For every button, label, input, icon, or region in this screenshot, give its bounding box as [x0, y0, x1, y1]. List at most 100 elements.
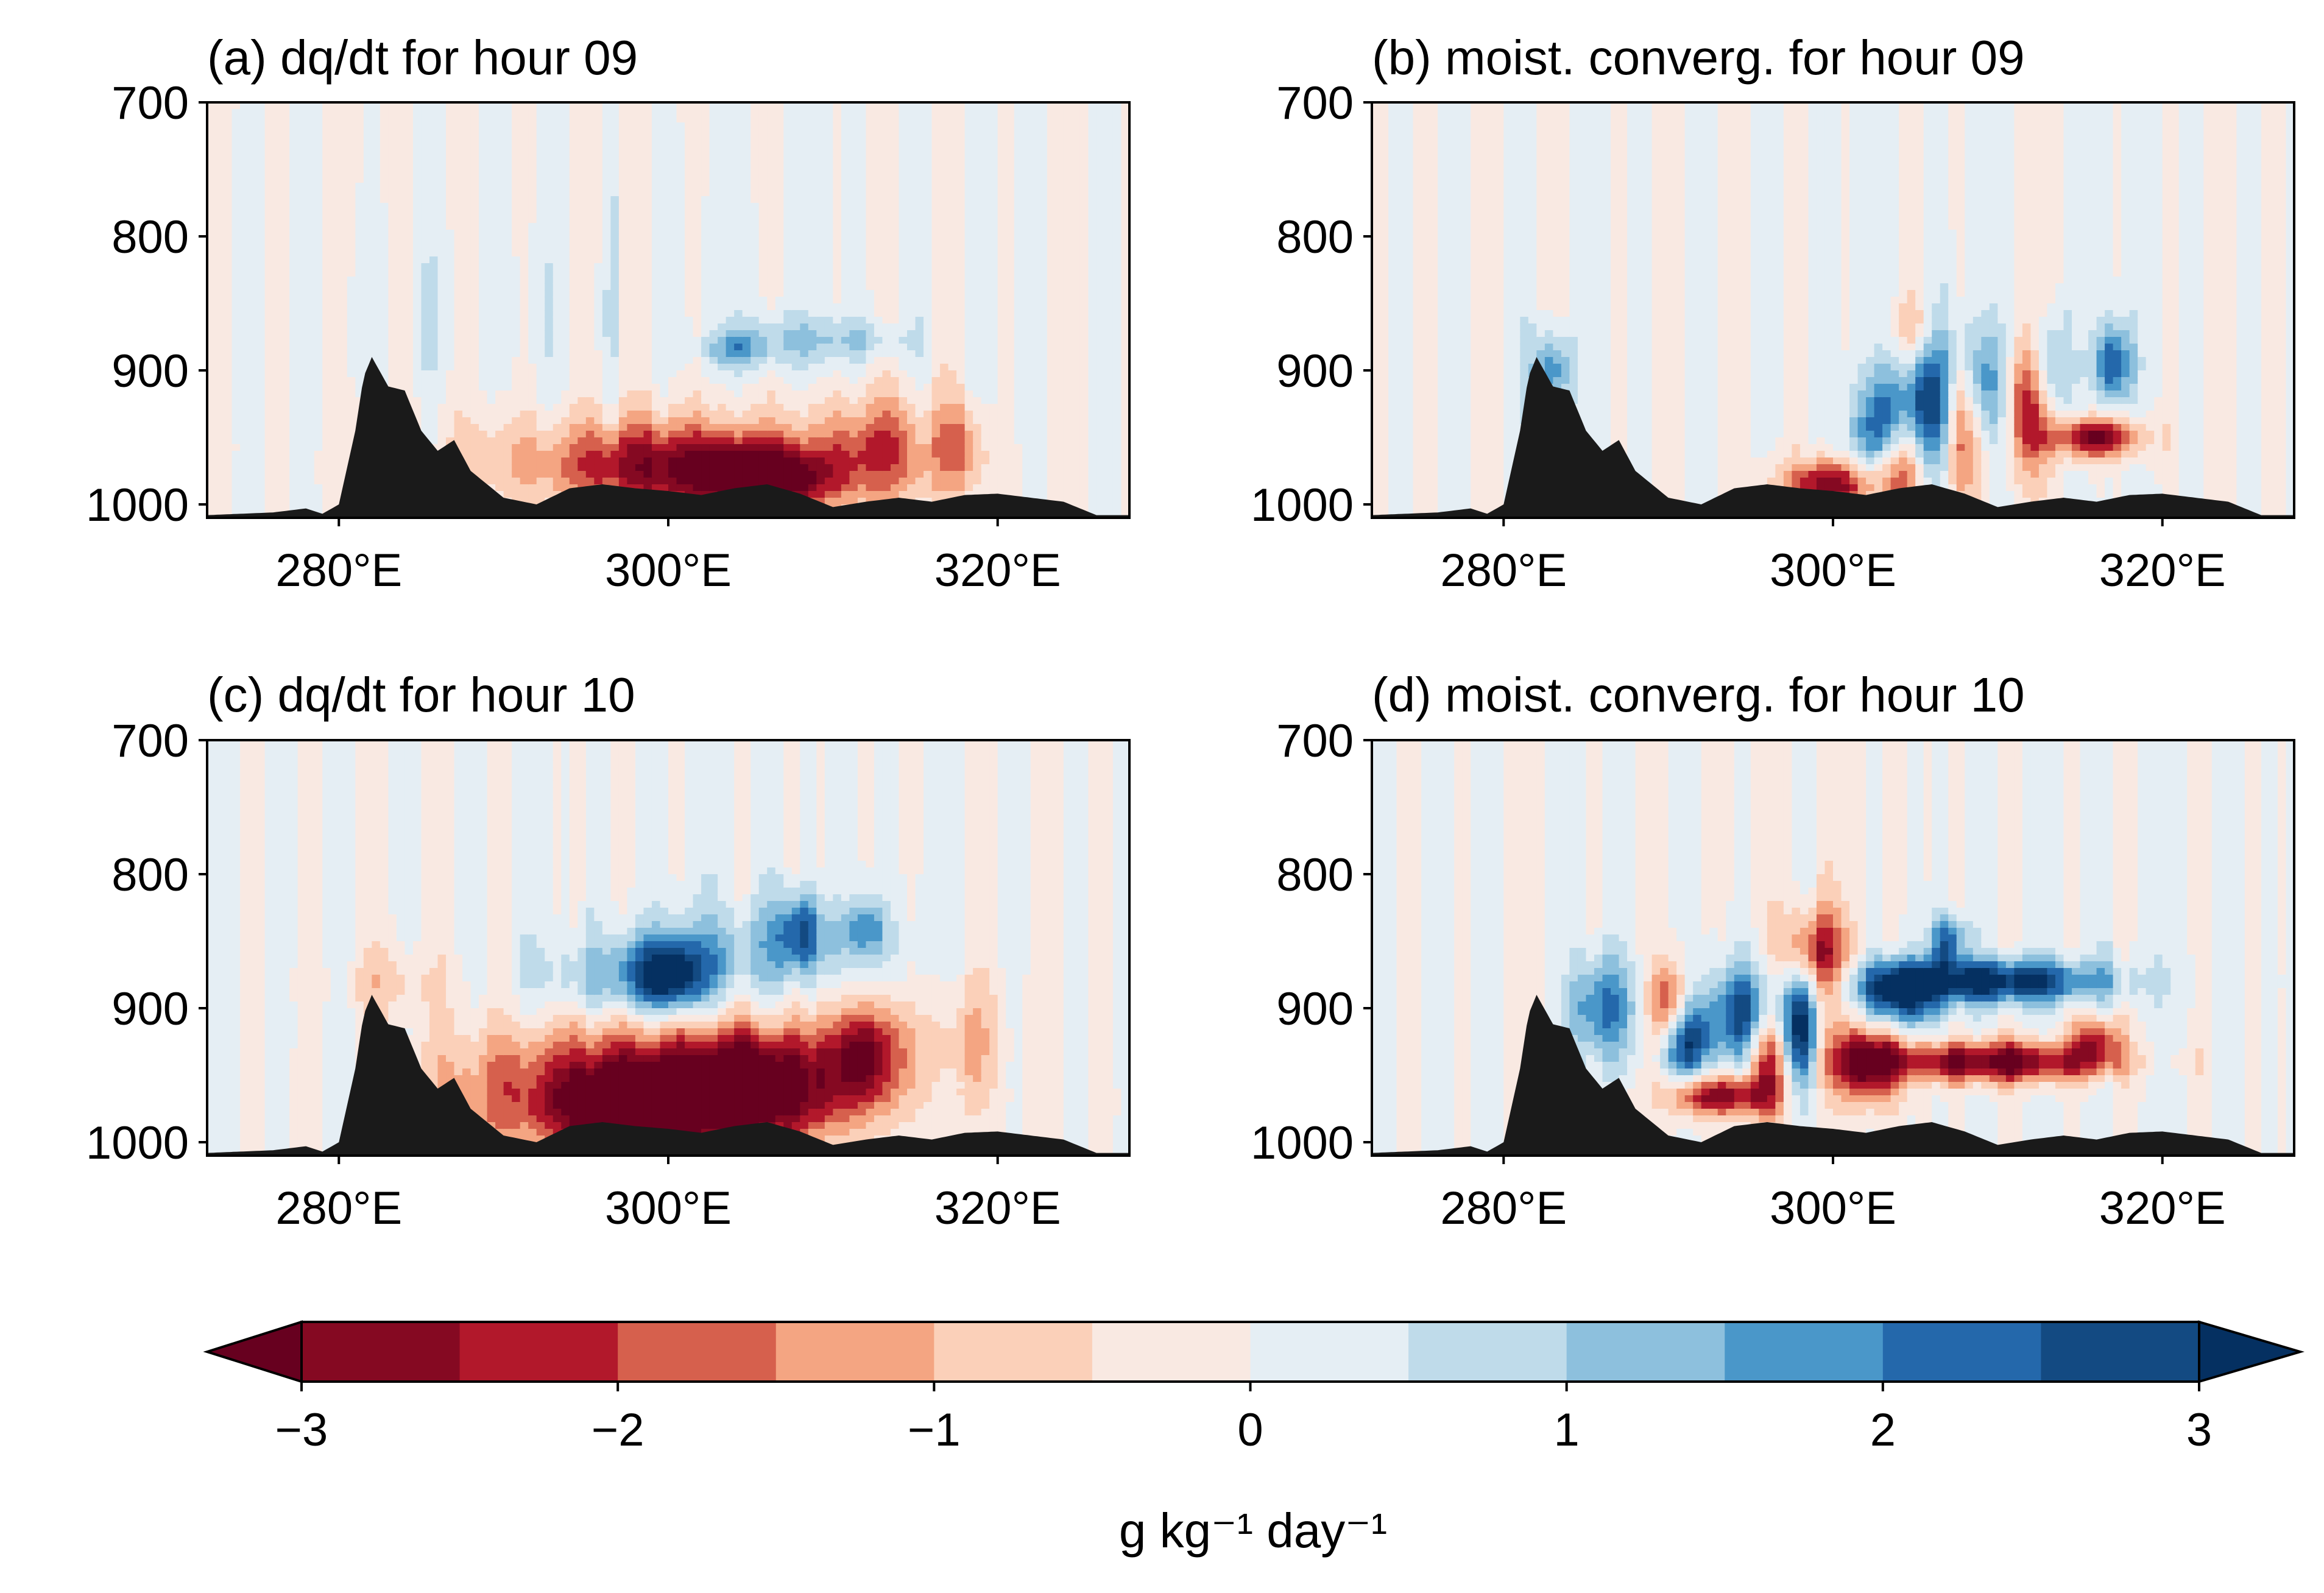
contour-cell [322, 250, 331, 257]
contour-cell [380, 129, 389, 136]
contour-cell [231, 136, 241, 143]
contour-cell [808, 223, 818, 230]
contour-cell [281, 411, 291, 418]
contour-cell [783, 357, 793, 364]
contour-cell [569, 317, 579, 324]
contour-cell [421, 102, 430, 110]
contour-cell [248, 270, 258, 277]
contour-cell [816, 230, 825, 237]
contour-cell [388, 176, 397, 183]
contour-cell [627, 263, 636, 270]
contour-cell [800, 210, 809, 217]
contour-cell [726, 424, 735, 431]
contour-cell [330, 116, 340, 123]
contour-cell [248, 498, 258, 505]
contour-cell [215, 337, 225, 344]
contour-cell [462, 397, 472, 404]
contour-cell [841, 210, 850, 217]
contour-cell [767, 210, 776, 217]
contour-cell [289, 377, 298, 384]
contour-cell [520, 478, 529, 485]
contour-cell [783, 183, 793, 190]
contour-cell [404, 203, 414, 210]
contour-cell [701, 471, 710, 478]
contour-cell [751, 270, 760, 277]
contour-cell [693, 129, 702, 136]
contour-cell [783, 216, 793, 224]
contour-cell [751, 143, 760, 150]
contour-cell [421, 216, 430, 224]
contour-cell [388, 189, 397, 197]
contour-cell [339, 317, 348, 324]
contour-cell [429, 370, 439, 378]
contour-cell [479, 256, 488, 264]
contour-cell [767, 330, 776, 337]
contour-cell [437, 149, 447, 157]
contour-cell [487, 223, 496, 230]
contour-cell [322, 491, 331, 498]
contour-cell [660, 250, 669, 257]
contour-cell [668, 471, 677, 478]
contour-cell [857, 243, 867, 250]
contour-cell [495, 122, 504, 130]
contour-cell [322, 263, 331, 270]
contour-cell [454, 437, 464, 445]
contour-cell [479, 102, 488, 110]
contour-cell [347, 357, 356, 364]
contour-cell [462, 444, 472, 451]
contour-cell [841, 330, 850, 337]
contour-cell [281, 337, 291, 344]
contour-cell [512, 136, 521, 143]
contour-cell [372, 303, 381, 311]
contour-cell [503, 116, 513, 123]
contour-cell [314, 129, 323, 136]
contour-cell [767, 424, 776, 431]
contour-cell [264, 230, 274, 237]
contour-cell [841, 143, 850, 150]
contour-cell [849, 122, 858, 130]
contour-cell [561, 149, 570, 157]
contour-cell [718, 176, 727, 183]
contour-cell [726, 364, 735, 371]
contour-cell [339, 431, 348, 438]
contour-cell [627, 370, 636, 378]
contour-cell [437, 256, 447, 264]
contour-cell [841, 189, 850, 197]
contour-cell [553, 230, 562, 237]
contour-cell [660, 431, 669, 438]
contour-cell [849, 451, 858, 458]
contour-cell [758, 337, 768, 344]
contour-cell [503, 444, 513, 451]
contour-cell [569, 337, 579, 344]
contour-cell [643, 457, 652, 465]
contour-cell [857, 176, 867, 183]
contour-cell [380, 270, 389, 277]
contour-cell [412, 290, 422, 297]
contour-cell [297, 330, 307, 337]
contour-cell [545, 163, 554, 170]
contour-cell [248, 236, 258, 244]
contour-cell [536, 377, 546, 384]
contour-cell [256, 350, 266, 358]
contour-cell [857, 484, 867, 492]
contour-cell [454, 344, 464, 351]
contour-cell [454, 122, 464, 130]
contour-cell [297, 277, 307, 284]
contour-cell [314, 156, 323, 163]
contour-cell [627, 256, 636, 264]
contour-cell [561, 169, 570, 177]
contour-cell [322, 424, 331, 431]
contour-cell [643, 444, 652, 451]
contour-cell [421, 250, 430, 257]
contour-cell [758, 156, 768, 163]
contour-cell [355, 290, 364, 297]
contour-cell [833, 451, 842, 458]
contour-cell [775, 223, 785, 230]
contour-cell [297, 143, 307, 150]
contour-cell [281, 424, 291, 431]
contour-cell [454, 277, 464, 284]
contour-cell [470, 216, 480, 224]
contour-cell [734, 464, 743, 472]
contour-cell [281, 471, 291, 478]
contour-cell [412, 330, 422, 337]
